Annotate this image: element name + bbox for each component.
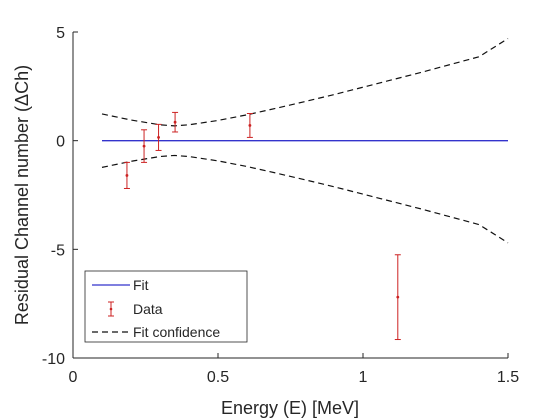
confidence-lower-line bbox=[101, 154, 509, 244]
legend: Fit Data Fit confidence bbox=[84, 270, 248, 343]
legend-data-swatch bbox=[108, 301, 114, 317]
legend-box bbox=[84, 270, 248, 343]
data-marker bbox=[125, 174, 129, 177]
data-marker bbox=[142, 144, 146, 148]
data-point bbox=[155, 123, 162, 151]
x-axis-label: Energy (E) [MeV] bbox=[221, 398, 359, 418]
data-marker bbox=[173, 120, 177, 124]
data-marker bbox=[396, 295, 400, 299]
legend-data-label: Data bbox=[133, 301, 163, 317]
legend-confidence-label: Fit confidence bbox=[133, 324, 220, 340]
y-tick-label: -5 bbox=[51, 242, 65, 259]
y-tick-label: 5 bbox=[56, 25, 65, 42]
y-tick-label: -10 bbox=[42, 351, 65, 368]
data-point bbox=[141, 129, 148, 163]
data-point bbox=[246, 113, 253, 138]
x-tick-label: 1 bbox=[359, 369, 368, 386]
x-tick-label: 0 bbox=[69, 369, 78, 386]
x-tick-label: 1.5 bbox=[497, 369, 519, 386]
data-marker bbox=[248, 124, 252, 127]
x-tick-label: 0.5 bbox=[207, 369, 229, 386]
data-point bbox=[172, 111, 179, 133]
confidence-upper-line bbox=[101, 38, 509, 127]
data-marker bbox=[157, 136, 160, 139]
y-axis-label: Residual Channel number (ΔCh) bbox=[12, 65, 32, 325]
data-point bbox=[394, 254, 401, 341]
legend-fit-label: Fit bbox=[133, 277, 149, 293]
y-tick-label: 0 bbox=[56, 134, 65, 151]
data-point bbox=[123, 161, 130, 189]
